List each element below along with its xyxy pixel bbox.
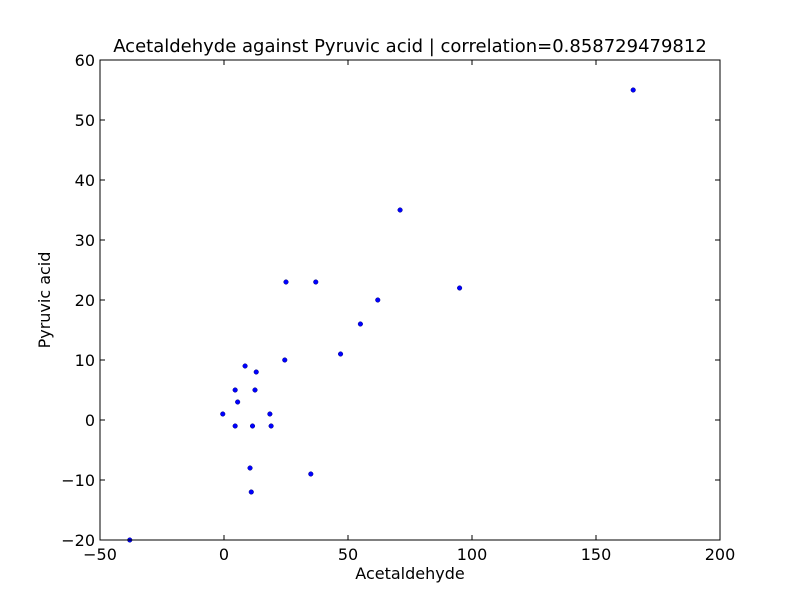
data-point [338,351,344,357]
data-point [457,285,463,291]
data-point [249,423,256,429]
y-tick-label: 40 [75,171,95,190]
y-tick-label: 10 [75,351,95,370]
x-axis-label: Acetaldehyde [355,564,464,583]
data-point [232,423,238,429]
data-point [232,387,238,393]
data-point [252,387,258,393]
y-tick-label: 30 [75,231,95,250]
x-tick-label: 50 [338,545,358,564]
x-tick-label: −50 [83,545,117,564]
data-point [283,279,289,285]
data-point [313,279,319,285]
y-tick-label: 50 [75,111,95,130]
x-tick-label: 150 [581,545,612,564]
data-point [247,465,253,471]
data-point [220,411,226,417]
data-point [242,363,248,369]
y-tick-label: −20 [61,531,95,550]
y-axis-label: Pyruvic acid [35,252,54,349]
y-tick-label: 20 [75,291,95,310]
data-point [248,489,254,495]
data-point [630,87,636,93]
axis-ticks: −50 0 50 100 150 200 −20 −10 0 10 20 30 40 50 60 [61,51,735,564]
x-tick-label: 200 [705,545,736,564]
data-points [127,87,636,543]
data-point [235,399,241,405]
plot-area-frame [99,59,721,541]
chart-title: Acetaldehyde against Pyruvic acid | corr… [113,36,707,57]
data-point [397,207,403,213]
y-tick-label: 0 [85,411,95,430]
y-tick-label: 60 [75,51,95,70]
x-tick-label: 100 [457,545,488,564]
data-point [308,471,314,477]
data-point [267,411,273,417]
data-point [282,357,288,363]
data-point [375,297,381,303]
data-point [253,369,259,375]
y-tick-label: −10 [61,471,95,490]
x-tick-label: 0 [219,545,229,564]
data-point [357,321,363,327]
data-point [268,423,274,429]
